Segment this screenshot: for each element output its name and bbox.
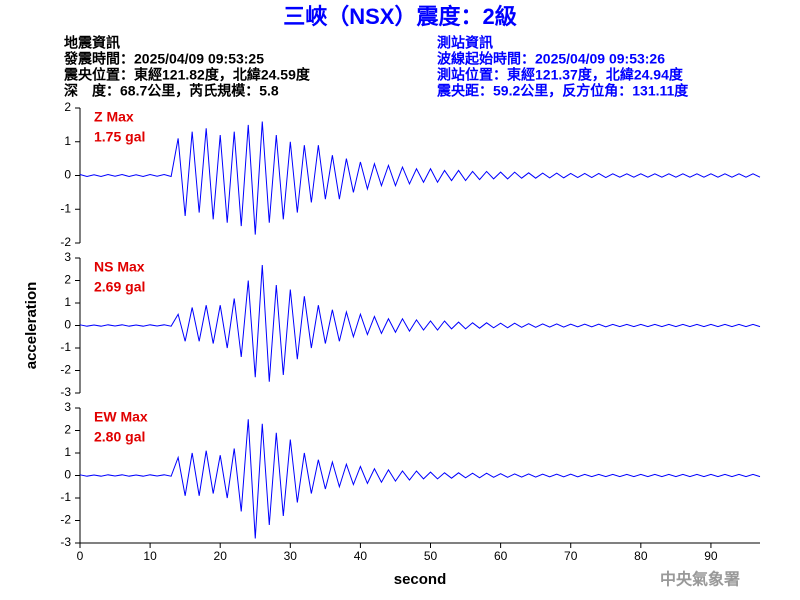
info-left: 震央位置：東經121.82度，北緯24.59度 xyxy=(63,67,311,83)
waveform xyxy=(79,264,761,382)
x-tick-label: 0 xyxy=(77,549,84,563)
x-tick-label: 70 xyxy=(564,549,578,563)
y-tick-label: 2 xyxy=(64,423,71,437)
waveform xyxy=(79,419,761,539)
y-tick-label: -1 xyxy=(60,340,71,354)
y-tick-label: 3 xyxy=(64,400,71,414)
x-tick-label: 60 xyxy=(494,549,508,563)
x-tick-label: 30 xyxy=(284,549,298,563)
max-annotation: 1.75 gal xyxy=(94,129,145,145)
x-tick-label: 50 xyxy=(424,549,438,563)
y-tick-label: 0 xyxy=(64,318,71,332)
info-right: 測站資訊 xyxy=(437,35,493,51)
y-tick-label: 2 xyxy=(64,273,71,287)
x-tick-label: 10 xyxy=(143,549,157,563)
y-tick-label: -3 xyxy=(60,385,71,399)
y-tick-label: -2 xyxy=(60,363,71,377)
y-tick-label: -1 xyxy=(60,490,71,504)
waveform xyxy=(79,121,761,235)
info-left: 深 度：68.7公里，芮氏規模：5.8 xyxy=(64,83,279,99)
x-tick-label: 40 xyxy=(354,549,368,563)
info-left: 地震資訊 xyxy=(64,35,120,51)
y-tick-label: 0 xyxy=(64,468,71,482)
max-annotation: 2.80 gal xyxy=(94,429,145,445)
y-axis-label: acceleration xyxy=(23,282,40,370)
x-tick-label: 80 xyxy=(634,549,648,563)
info-right: 測站位置：東經121.37度，北緯24.94度 xyxy=(437,67,684,83)
y-tick-label: -2 xyxy=(60,513,71,527)
max-annotation: NS Max xyxy=(94,259,145,275)
y-tick-label: 3 xyxy=(64,250,71,264)
max-annotation: Z Max xyxy=(94,109,134,125)
x-axis-label: second xyxy=(394,571,447,588)
y-tick-label: 0 xyxy=(64,168,71,182)
y-tick-label: 1 xyxy=(64,295,71,309)
y-tick-label: 1 xyxy=(64,134,71,148)
y-tick-label: -1 xyxy=(60,201,71,215)
max-annotation: 2.69 gal xyxy=(94,279,145,295)
footer: 中央氣象署 xyxy=(660,570,740,589)
info-left: 發震時間：2025/04/09 09:53:25 xyxy=(63,51,264,67)
y-tick-label: -3 xyxy=(60,535,71,549)
info-right: 波線起始時間：2025/04/09 09:53:26 xyxy=(437,51,665,67)
max-annotation: EW Max xyxy=(94,409,148,425)
y-tick-label: -2 xyxy=(60,235,71,249)
x-tick-label: 20 xyxy=(214,549,228,563)
info-right: 震央距：59.2公里，反方位角：131.11度 xyxy=(436,83,689,99)
x-tick-label: 90 xyxy=(704,549,718,563)
y-tick-label: 1 xyxy=(64,445,71,459)
title: 三峽（NSX）震度：2級 xyxy=(283,4,516,29)
y-tick-label: 2 xyxy=(64,100,71,114)
